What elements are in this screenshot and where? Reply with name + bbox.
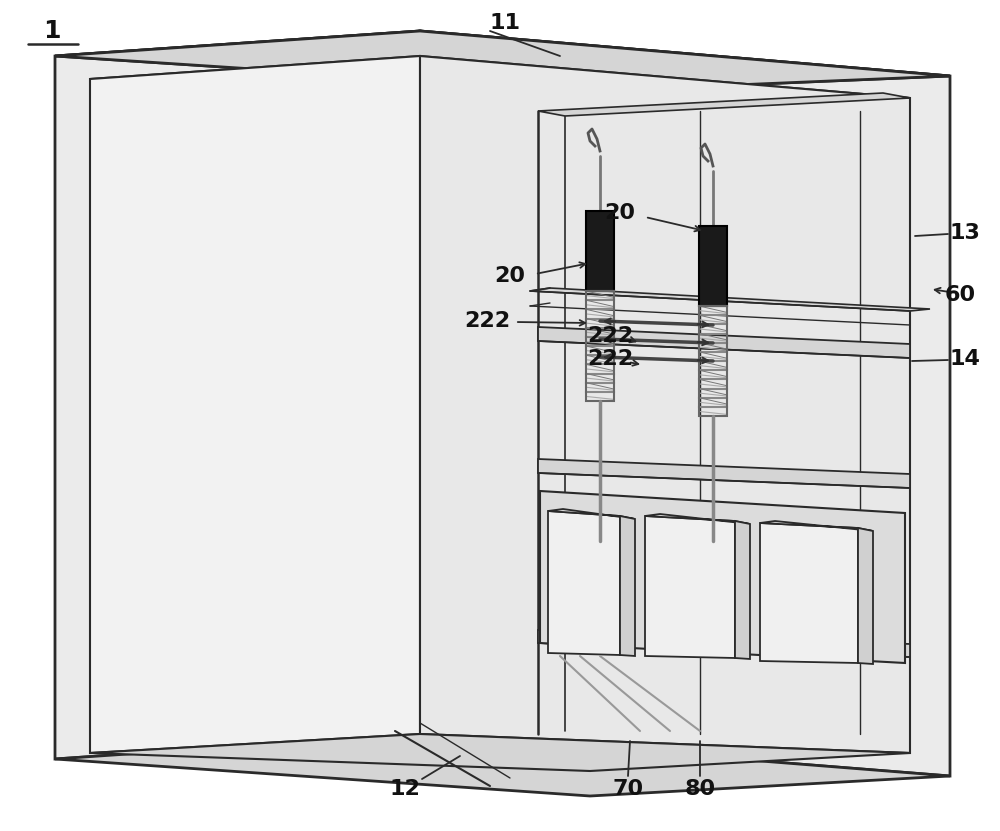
Polygon shape <box>620 516 635 656</box>
Polygon shape <box>645 516 735 658</box>
Polygon shape <box>586 211 614 291</box>
Text: 222: 222 <box>587 326 633 346</box>
Polygon shape <box>530 288 930 311</box>
Polygon shape <box>538 459 910 488</box>
Text: 20: 20 <box>494 266 526 286</box>
Text: 20: 20 <box>604 203 636 223</box>
Polygon shape <box>55 734 950 796</box>
Text: 222: 222 <box>464 311 510 331</box>
Polygon shape <box>90 734 910 771</box>
Polygon shape <box>760 521 873 531</box>
Polygon shape <box>538 327 910 358</box>
Text: 222: 222 <box>587 349 633 369</box>
Polygon shape <box>90 56 420 753</box>
Polygon shape <box>538 630 910 657</box>
Polygon shape <box>420 56 910 753</box>
Polygon shape <box>90 56 910 116</box>
Polygon shape <box>645 514 750 524</box>
Polygon shape <box>538 93 910 116</box>
Polygon shape <box>420 31 950 776</box>
Polygon shape <box>548 511 620 655</box>
Text: 13: 13 <box>950 223 980 243</box>
Text: 1: 1 <box>43 19 61 43</box>
Polygon shape <box>55 31 420 759</box>
Text: 14: 14 <box>950 349 980 369</box>
Polygon shape <box>55 31 950 91</box>
Text: 70: 70 <box>612 779 644 799</box>
Text: 80: 80 <box>684 779 716 799</box>
Polygon shape <box>735 521 750 659</box>
Polygon shape <box>699 226 727 306</box>
Polygon shape <box>760 523 858 663</box>
Polygon shape <box>548 509 635 519</box>
Polygon shape <box>858 528 873 664</box>
Polygon shape <box>55 31 950 91</box>
Text: 12: 12 <box>390 779 420 799</box>
Text: 11: 11 <box>490 13 520 33</box>
Polygon shape <box>540 491 905 663</box>
Text: 60: 60 <box>944 285 976 305</box>
